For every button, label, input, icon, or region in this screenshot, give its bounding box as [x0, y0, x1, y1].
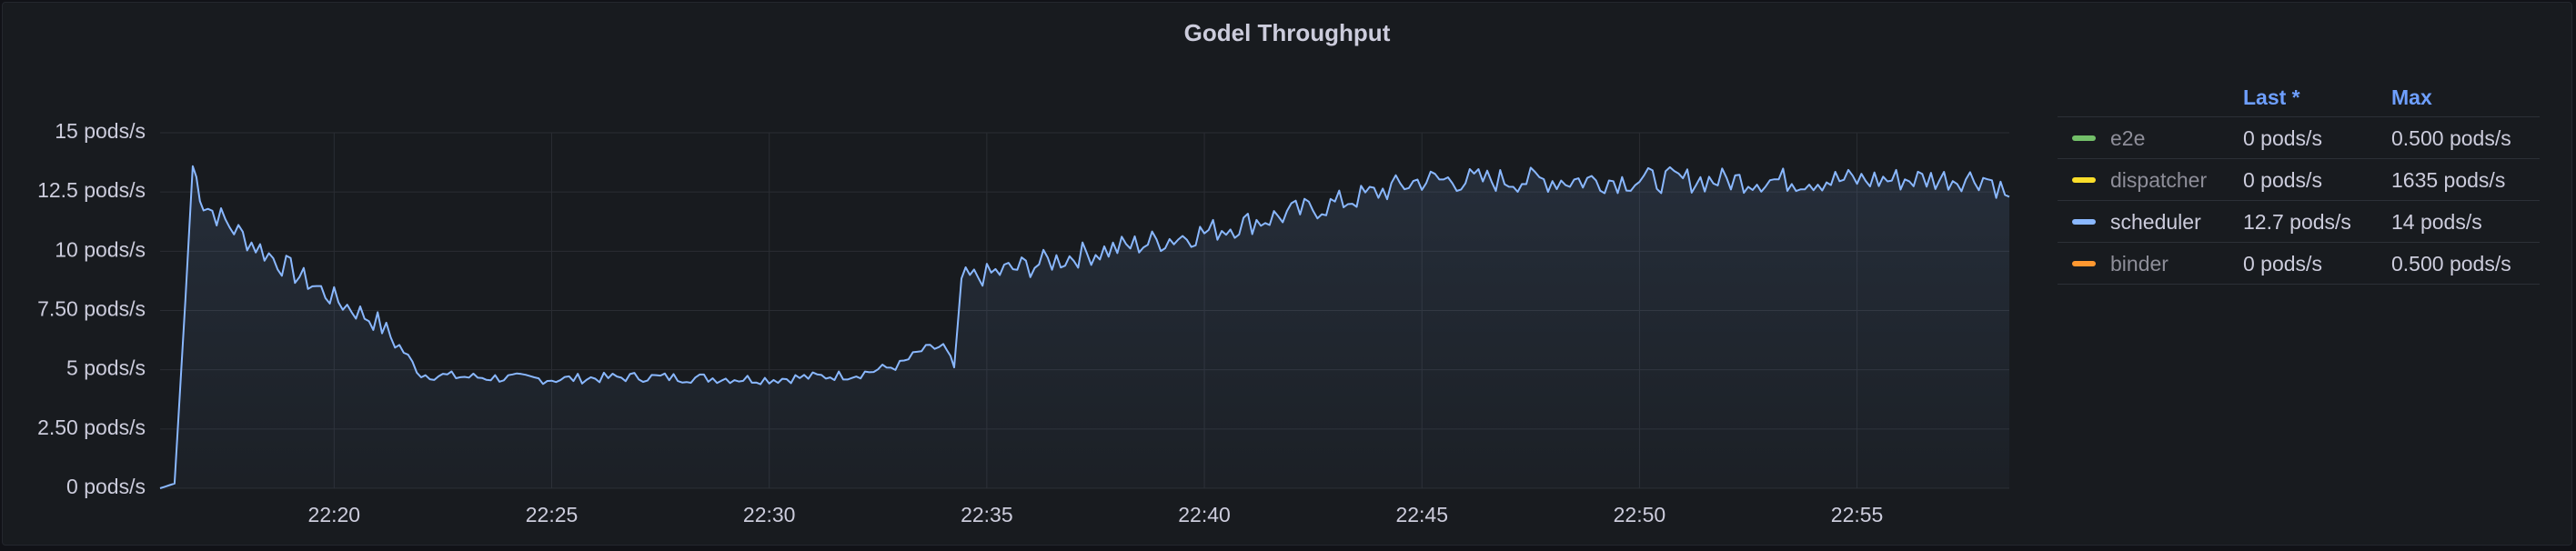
legend-row-binder[interactable]: binder 0 pods/s 0.500 pods/s — [2058, 242, 2540, 285]
legend-row-scheduler[interactable]: scheduler 12.7 pods/s 14 pods/s — [2058, 200, 2540, 242]
x-tick-label: 22:35 — [961, 503, 1013, 526]
legend-table: Last * Max e2e 0 pods/s 0.500 pods/s dis… — [2058, 80, 2540, 285]
x-tick-label: 22:55 — [1831, 503, 1884, 526]
y-tick-label: 10 pods/s — [55, 237, 146, 261]
y-tick-label: 0 pods/s — [66, 475, 146, 498]
legend-last-value: 0 pods/s — [2243, 252, 2322, 276]
x-tick-label: 22:50 — [1614, 503, 1666, 526]
legend-row-dispatcher[interactable]: dispatcher 0 pods/s 1635 pods/s — [2058, 158, 2540, 200]
legend-max-value: 14 pods/s — [2391, 210, 2482, 234]
legend-name: e2e — [2110, 126, 2146, 150]
series-line-scheduler — [159, 165, 2010, 489]
legend-name: dispatcher — [2110, 168, 2208, 192]
panel-title[interactable]: Godel Throughput — [1183, 19, 1391, 46]
x-tick-label: 22:30 — [743, 503, 796, 526]
x-axis: 22:20 22:25 22:30 22:35 22:40 22:45 22:50 22:55 — [308, 503, 1884, 526]
legend-last-value: 12.7 pods/s — [2243, 210, 2351, 234]
series-layer — [159, 165, 2010, 489]
legend-last-value: 0 pods/s — [2243, 168, 2322, 192]
legend-name: binder — [2110, 252, 2168, 276]
legend-swatch-binder — [2072, 261, 2096, 266]
legend-swatch-e2e — [2072, 135, 2096, 141]
legend-header-last[interactable]: Last * — [2243, 85, 2300, 109]
legend-header: Last * Max — [2058, 80, 2540, 116]
legend-max-value: 1635 pods/s — [2391, 168, 2506, 192]
y-tick-label: 15 pods/s — [55, 119, 146, 143]
legend-swatch-dispatcher — [2072, 177, 2096, 183]
x-tick-label: 22:40 — [1178, 503, 1231, 526]
legend-last-value: 0 pods/s — [2243, 126, 2322, 150]
x-tick-label: 22:45 — [1395, 503, 1448, 526]
y-tick-label: 7.50 pods/s — [37, 297, 146, 321]
y-axis: 0 pods/s 2.50 pods/s 5 pods/s 7.50 pods/s 10… — [37, 119, 146, 498]
series-area-scheduler — [160, 165, 2009, 489]
x-tick-label: 22:20 — [308, 503, 361, 526]
legend-row-e2e[interactable]: e2e 0 pods/s 0.500 pods/s — [2058, 116, 2540, 158]
y-tick-label: 12.5 pods/s — [37, 178, 146, 202]
y-tick-label: 5 pods/s — [66, 356, 146, 380]
legend-max-value: 0.500 pods/s — [2391, 252, 2511, 276]
legend-name: scheduler — [2110, 210, 2201, 234]
legend-header-max[interactable]: Max — [2391, 85, 2432, 109]
y-tick-label: 2.50 pods/s — [37, 416, 146, 439]
x-tick-label: 22:25 — [526, 503, 579, 526]
legend-max-value: 0.500 pods/s — [2391, 126, 2511, 150]
legend-swatch-scheduler — [2072, 219, 2096, 225]
